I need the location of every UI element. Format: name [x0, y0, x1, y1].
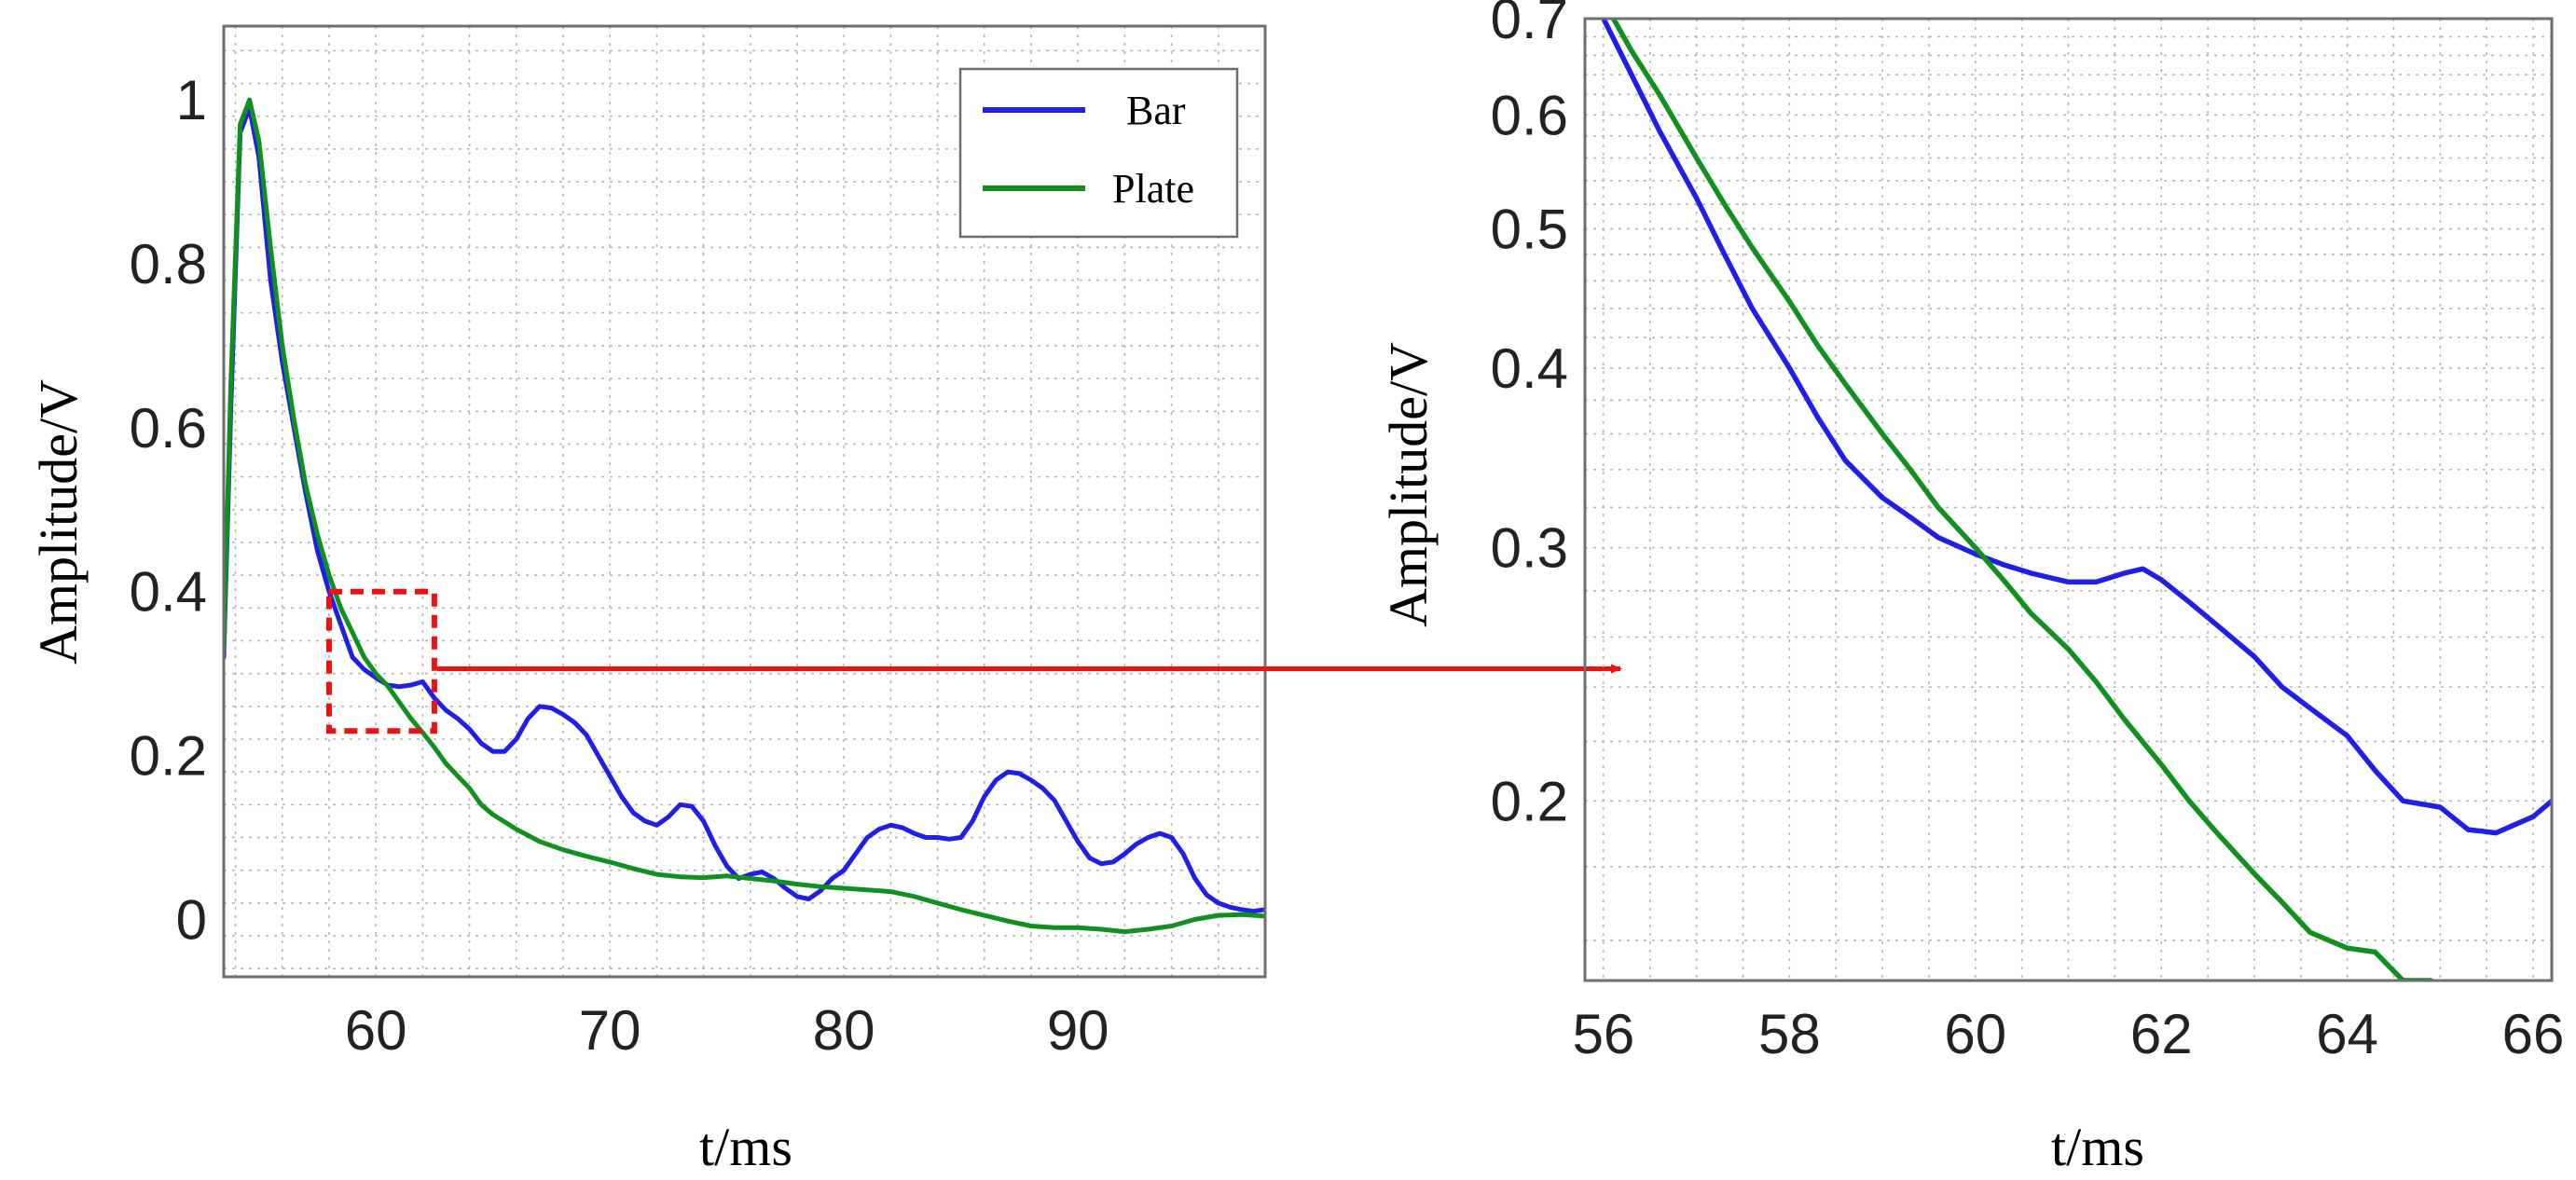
- y-tick-label: 0.2: [1491, 770, 1568, 832]
- x-tick-label: 70: [579, 999, 641, 1062]
- y-tick-label: 0.4: [1491, 337, 1568, 400]
- legend-label-bar: Bar: [1126, 88, 1186, 133]
- right-chart: 56 58 60 62 64 66 0.2 0.3 0.4 0.5 0.6 0.7 t/ms Ampl…: [1378, 0, 2564, 1177]
- y-tick-label: 0: [176, 888, 207, 951]
- x-tick-label: 58: [1758, 1003, 1821, 1065]
- right-grid: [1585, 18, 2552, 981]
- left-y-axis-label: Amplitude/V: [28, 379, 89, 665]
- left-grid: [224, 26, 1266, 977]
- y-tick-label: 0.6: [130, 397, 207, 460]
- y-tick-label: 1: [176, 69, 207, 131]
- x-tick-label: 64: [2316, 1003, 2378, 1065]
- x-tick-label: 90: [1047, 999, 1109, 1062]
- series-line-bar: [1601, 19, 2552, 836]
- left-x-axis-label: t/ms: [699, 1117, 792, 1177]
- y-tick-label: 0.4: [130, 561, 207, 624]
- y-tick-label: 0.8: [130, 233, 207, 295]
- left-plot-frame: [222, 24, 1267, 979]
- series-line-plate: [224, 97, 1265, 935]
- y-tick-label: 0.2: [130, 725, 207, 788]
- y-tick-label: 0.7: [1491, 0, 1568, 50]
- left-series-lines: [224, 97, 1265, 935]
- right-series-lines: [1601, 19, 2552, 981]
- y-tick-label: 0.5: [1491, 198, 1568, 260]
- right-y-axis-label: Amplitude/V: [1378, 342, 1439, 627]
- y-tick-label: 0.3: [1491, 517, 1568, 580]
- left-tick-labels: 60 70 80 90 0 0.2 0.4 0.6 0.8 1: [130, 69, 1109, 1062]
- legend-label-plate: Plate: [1112, 166, 1194, 212]
- right-tick-labels: 56 58 60 62 64 66 0.2 0.3 0.4 0.5 0.6 0.7: [1491, 0, 2565, 1065]
- series-line-plate: [1610, 19, 2434, 981]
- y-tick-label: 0.6: [1491, 84, 1568, 146]
- x-tick-label: 56: [1573, 1003, 1635, 1065]
- x-tick-label: 62: [2130, 1003, 2193, 1065]
- x-tick-label: 80: [813, 999, 875, 1062]
- x-tick-label: 60: [345, 999, 407, 1062]
- x-tick-label: 60: [1944, 1003, 2006, 1065]
- legend-box: [958, 67, 1239, 239]
- right-x-axis-label: t/ms: [2051, 1117, 2144, 1177]
- right-plot-frame: [1583, 17, 2554, 982]
- x-tick-label: 66: [2502, 1003, 2565, 1065]
- legend: Bar Plate: [958, 67, 1239, 239]
- zoom-region-box: [325, 588, 437, 734]
